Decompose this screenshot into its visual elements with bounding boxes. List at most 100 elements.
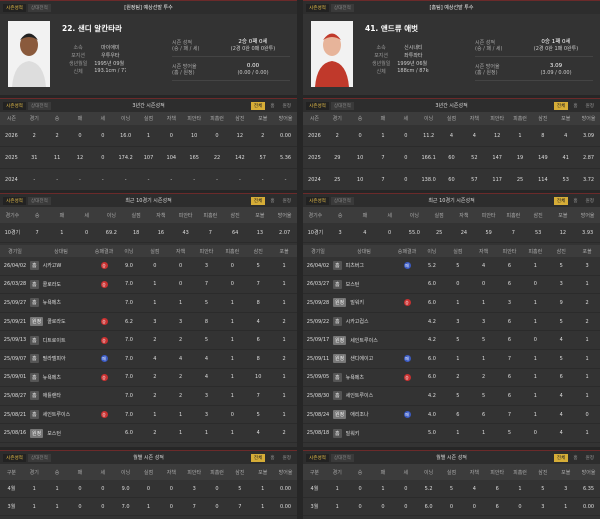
home-away-badge: 홈 [333,261,342,271]
cell: 29 [334,154,341,161]
home-away-badge: 홈 [30,335,39,345]
filter-button[interactable]: 원정 [282,103,291,109]
opponent: 뉴욕메츠 [345,374,365,381]
filter-button[interactable]: 전체 [553,453,569,462]
tab[interactable]: 시즌성적 [306,3,329,12]
cell: 4.2 [427,337,436,344]
cell: 2 [261,132,265,139]
filter-button[interactable]: 원정 [282,455,291,461]
game-row: 25/09/07 홈 필라델피아 패 7.0 4 4 4 1 8 2 [0,350,297,369]
cell: 5 [482,337,486,344]
column-header: 삼진 [230,212,240,219]
cell: 3 [338,229,342,236]
cell: 0 [533,430,537,437]
cell: - [101,176,104,183]
tab[interactable]: 시즌성적 [306,101,329,110]
column-header: 이닝 [121,116,131,122]
tab[interactable]: 상대전적 [330,196,354,205]
filter-button[interactable]: 홈 [270,455,275,461]
result-cell: 승 [92,336,116,344]
filter-button[interactable]: 홈 [573,103,578,109]
column-header: 포볼 [279,248,289,255]
result-icon: 승 [403,299,411,307]
cell: 4 [559,337,563,344]
tab[interactable]: 시즌성적 [3,101,26,110]
cell: 7 [511,229,515,236]
info-value: 좌투좌타 [404,52,423,59]
filter-button[interactable]: 홈 [573,198,578,204]
cell: 6.35 [582,485,595,492]
column-header: 패 [77,469,83,476]
table-row: 2026 2 0 1 0 11.2 4 4 12 1 8 4 3.09 [303,125,600,147]
cell: 174.2 [118,154,133,161]
tab[interactable]: 상대전적 [330,3,354,12]
column-header: 패 [59,212,65,219]
column-header: 승 [54,469,60,476]
home-away-badge: 홈 [333,428,342,438]
filter-button[interactable]: 홈 [270,103,275,109]
column-header: 자책 [469,116,479,122]
team-cell: 홈 콜로라도 [30,279,92,289]
team-cell: 원정 샌디에이고 [333,354,395,364]
filter-button[interactable]: 전체 [553,196,569,205]
tab[interactable]: 상대전적 [27,101,51,110]
filter-button[interactable]: 전체 [250,101,266,110]
tab[interactable]: 상대전적 [27,3,51,12]
filter-button[interactable]: 홈 [270,198,275,204]
tab[interactable]: 상대전적 [27,196,51,205]
cell: 12 [493,132,501,139]
cell: 2 [153,430,157,437]
home-away-badge: 홈 [30,354,39,364]
column-header: 삼진 [538,116,548,122]
tab[interactable]: 시즌성적 [306,196,329,205]
filter-button[interactable]: 전체 [250,196,266,205]
cell: 7 [507,355,512,362]
column-header: 패 [362,212,368,219]
filter-button[interactable]: 원정 [585,103,594,109]
table-row: 4월 1 1 0 0 9.0 0 0 3 0 5 1 0.00 [0,480,297,498]
cell: 1 [585,430,589,437]
filter-button[interactable]: 전체 [553,101,569,110]
tab[interactable]: 상대전적 [27,453,51,462]
home-away-badge: 홈 [30,391,39,401]
home-away-badge: 홈 [30,410,39,420]
column-header: 피안타 [187,116,202,122]
filter-button[interactable]: 원정 [585,198,594,204]
info-row: 생년월일 1999년 06월 01일 [365,59,430,67]
cell: 2 [585,318,589,325]
tab[interactable]: 상대전적 [330,101,354,110]
cell: 166.1 [421,154,436,161]
monthly-stats: 시즌성적 상대전적 월별 시즌 성적 전체 홈 원정 구분 경기 승 패 세 이닝 실점 자책 피안타 피홈런… [0,450,297,519]
cell: 1 [533,374,537,381]
filter-button[interactable]: 전체 [250,453,266,462]
filter-button[interactable]: 원정 [282,198,291,204]
game-row: 25/08/21 홈 세인트루이스 승 7.0 1 1 3 0 5 1 [0,406,297,425]
tab[interactable]: 시즌성적 [3,196,26,205]
cell: 57 [471,176,478,183]
opponent: 세인트루이스 [345,393,374,400]
home-away-badge: 원정 [333,354,347,364]
cell: 4.0 [427,411,436,418]
column-header: 자책 [459,212,469,219]
cell: 0 [358,503,362,510]
tab[interactable]: 시즌성적 [3,3,26,12]
cell: 4.2 [427,318,436,325]
cell: 0 [169,503,173,510]
cell: 2 [179,374,183,381]
table-row: 4월 1 0 1 0 5.2 5 4 6 1 5 3 6.35 [303,480,600,498]
filter-button[interactable]: 홈 [573,455,578,461]
tab[interactable]: 시즌성적 [3,453,26,462]
section-bar: 시즌성적 상대전적 최근 10경기 시즌성적 전체 홈 원정 [0,194,297,207]
filter-button[interactable]: 원정 [585,455,594,461]
column-header: 실점 [150,248,160,255]
column-header: 자책 [156,212,166,219]
stat-detail: (2경 0완 0패 0완투) [230,45,276,52]
column-header: 구분 [6,469,17,476]
cell: 0 [78,485,82,492]
tab[interactable]: 상대전적 [330,453,354,462]
tab[interactable]: 시즌성적 [306,453,329,462]
cell: 2.87 [582,154,595,161]
cell: 0 [533,281,537,288]
cell: - [216,176,218,183]
